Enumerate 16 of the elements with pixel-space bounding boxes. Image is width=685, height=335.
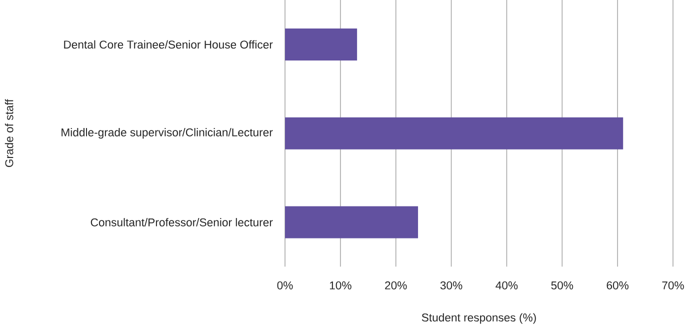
x-tick-label: 70% bbox=[662, 281, 684, 290]
x-axis-title: Student responses (%) bbox=[422, 313, 536, 324]
y-tick-label: Middle-grade supervisor/Clinician/Lecturer bbox=[62, 128, 273, 139]
x-tick-label: 30% bbox=[440, 281, 462, 290]
x-tick-label: 60% bbox=[606, 281, 629, 290]
y-tick-label: Consultant/Professor/Senior lecturer bbox=[90, 218, 273, 226]
x-tick-label: 0% bbox=[277, 281, 293, 290]
x-tick-label: 10% bbox=[330, 281, 352, 290]
x-tick-label: 40% bbox=[496, 281, 518, 290]
y-tick-label: Dental Core Trainee/Senior House Officer bbox=[64, 40, 273, 49]
x-tick-label: 50% bbox=[551, 281, 574, 290]
x-tick-label: 20% bbox=[385, 281, 407, 290]
y-axis-title: Grade of staff bbox=[4, 99, 14, 167]
bar bbox=[285, 117, 624, 150]
bar bbox=[285, 28, 358, 60]
bar bbox=[285, 206, 418, 238]
